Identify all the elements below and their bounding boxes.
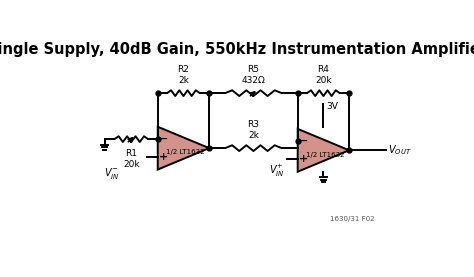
Text: R2
2k: R2 2k <box>177 65 190 84</box>
Text: +: + <box>299 154 308 164</box>
Text: Single Supply, 40dB Gain, 550kHz Instrumentation Amplifier: Single Supply, 40dB Gain, 550kHz Instrum… <box>0 42 474 57</box>
Text: 1630/31 F02: 1630/31 F02 <box>330 216 375 222</box>
Text: $V_{OUT}$: $V_{OUT}$ <box>388 143 411 157</box>
Text: 1/2 LT1632: 1/2 LT1632 <box>306 152 345 158</box>
Text: −: − <box>159 134 168 144</box>
Text: R4
20k: R4 20k <box>315 65 332 84</box>
Text: R3
2k: R3 2k <box>247 120 259 140</box>
Text: 1/2 LT1632: 1/2 LT1632 <box>166 149 205 155</box>
Text: −: − <box>299 136 308 146</box>
Text: R1
20k: R1 20k <box>123 149 140 168</box>
Polygon shape <box>298 129 349 172</box>
Text: $V_{IN}^{-}$: $V_{IN}^{-}$ <box>104 166 120 181</box>
Polygon shape <box>158 127 209 170</box>
Text: R5
432Ω: R5 432Ω <box>242 65 265 84</box>
Text: 3V: 3V <box>326 101 338 111</box>
Text: +: + <box>159 152 168 162</box>
Text: $V_{IN}^{+}$: $V_{IN}^{+}$ <box>269 163 285 179</box>
